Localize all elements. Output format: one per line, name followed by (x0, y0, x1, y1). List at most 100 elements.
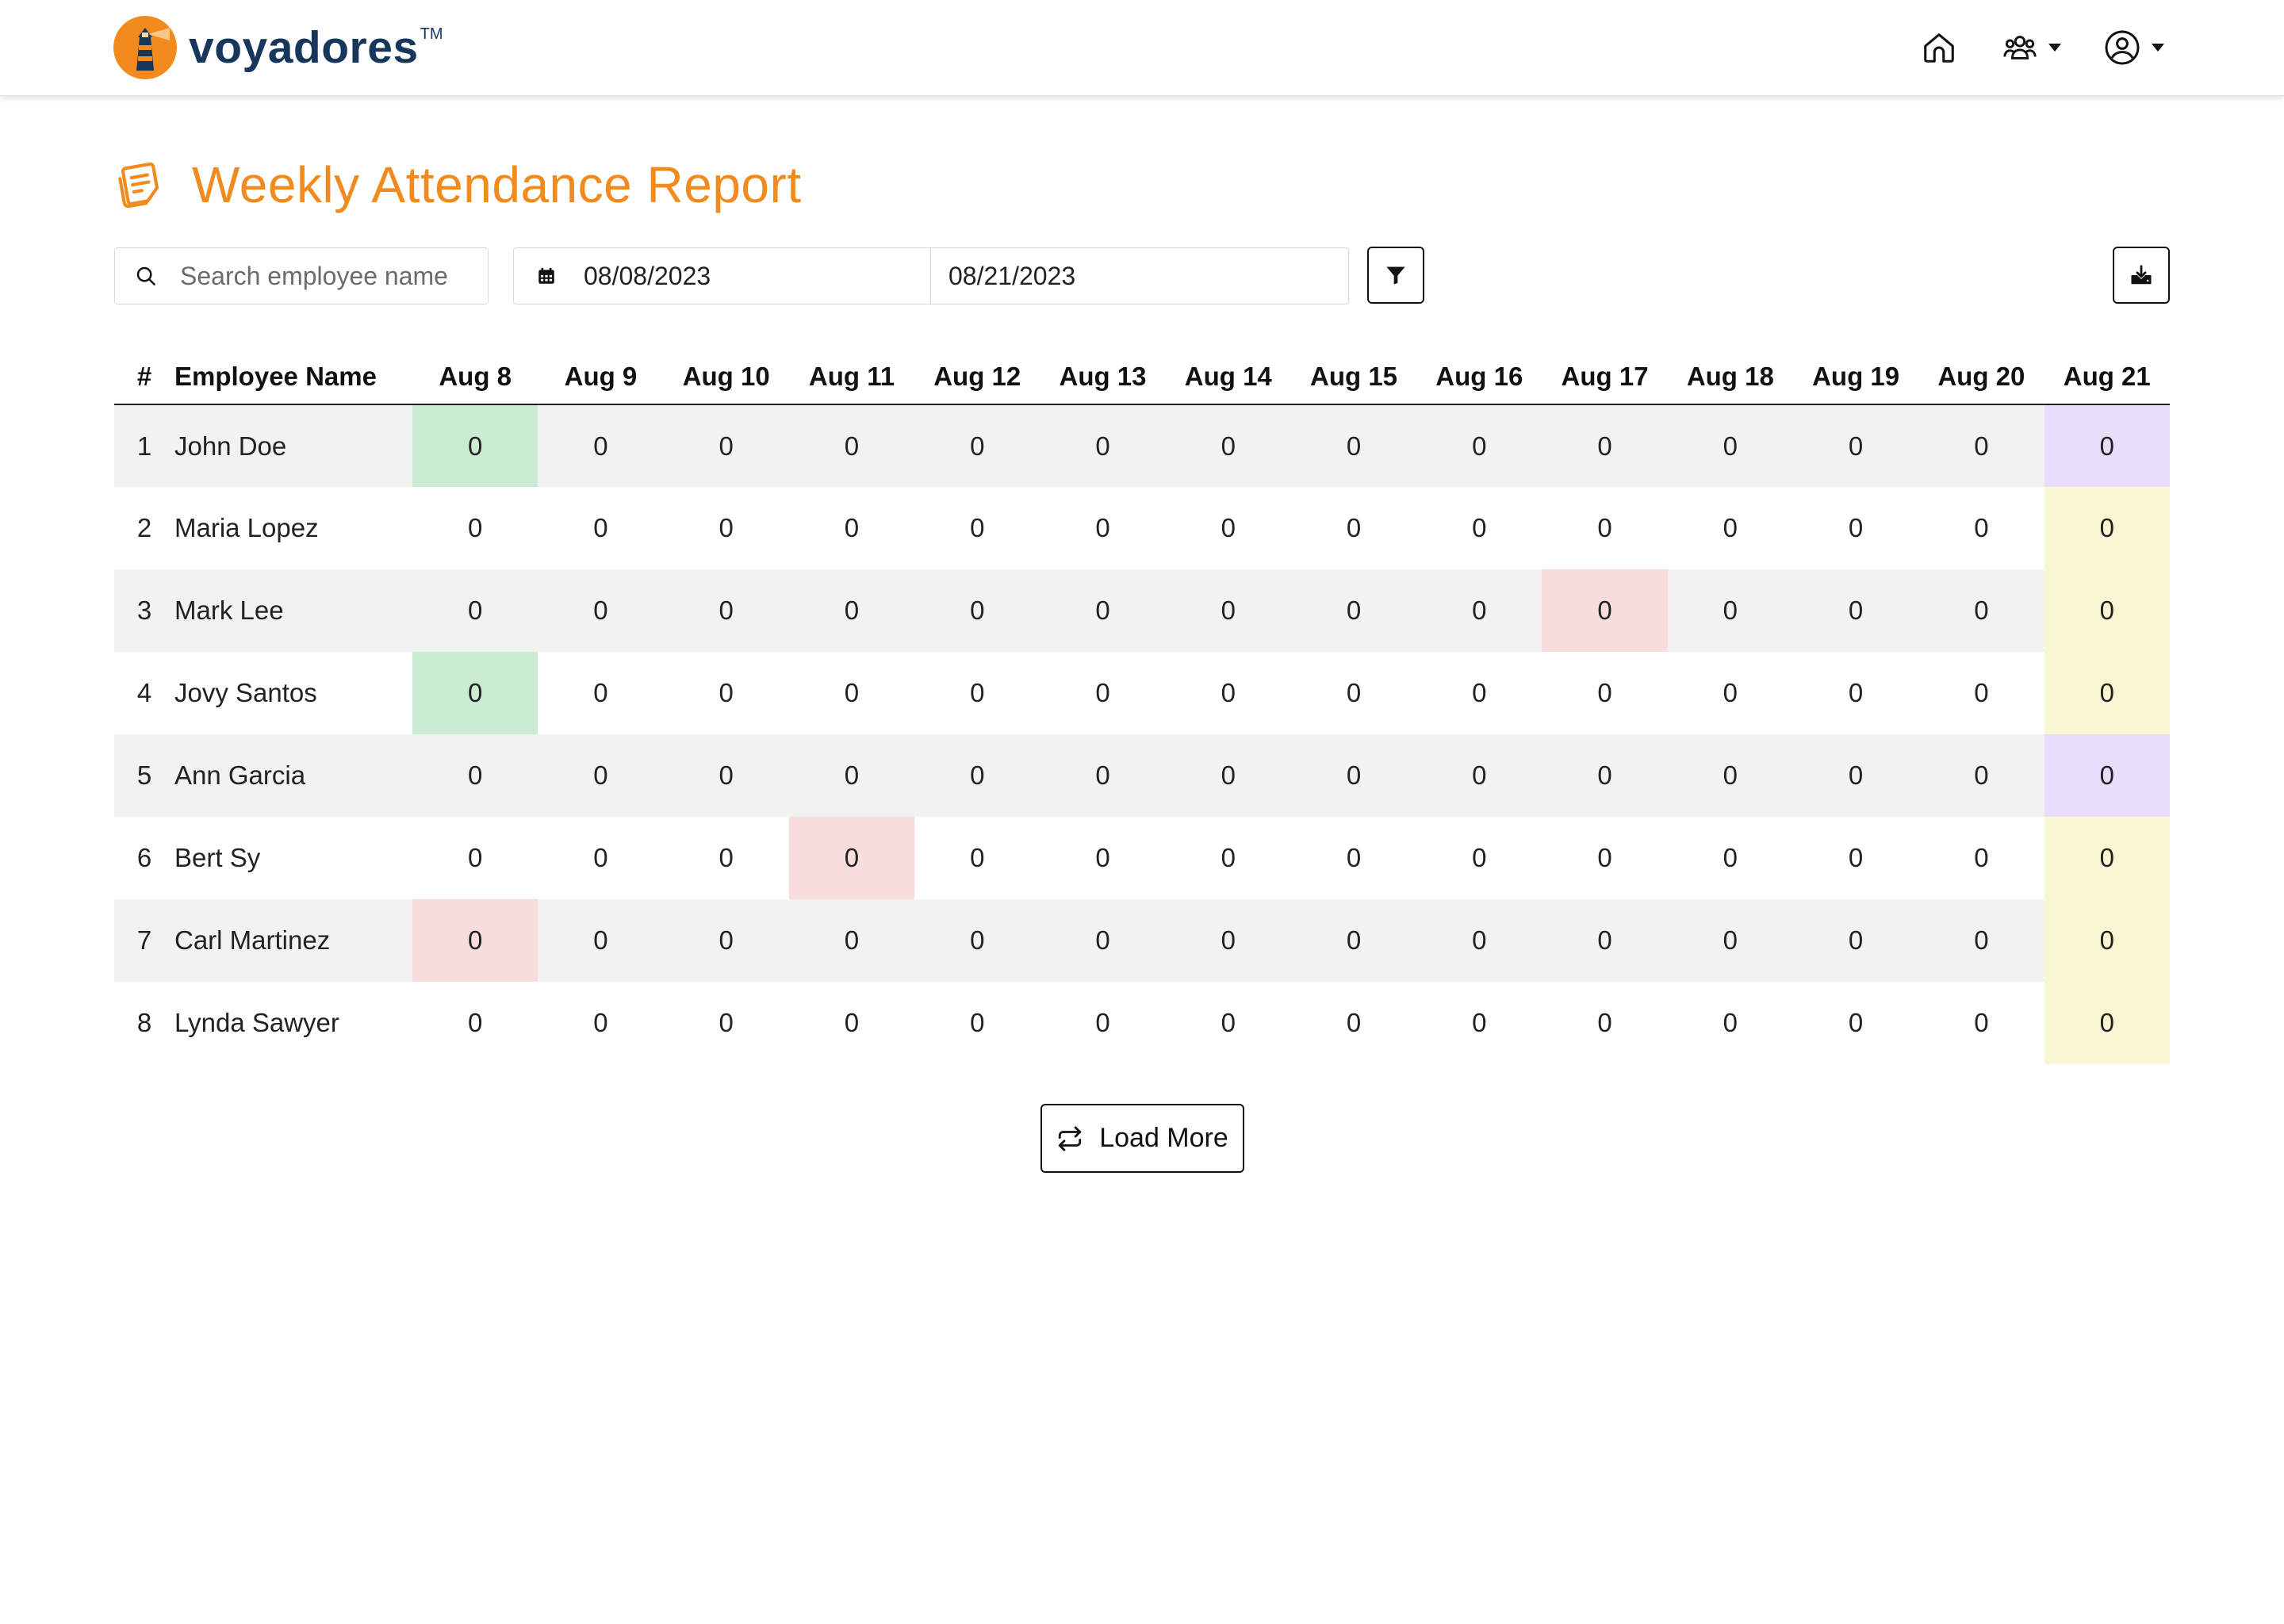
attendance-cell: 0 (1918, 899, 2044, 982)
date-start-value: 08/08/2023 (584, 261, 711, 290)
chevron-down-icon (2048, 44, 2061, 52)
column-header-day[interactable]: Aug 18 (1667, 349, 1793, 405)
attendance-cell: 0 (1290, 899, 1417, 982)
attendance-cell: 0 (1416, 734, 1542, 817)
column-header-day[interactable]: Aug 13 (1040, 349, 1166, 405)
attendance-cell: 0 (1597, 843, 1612, 872)
table-row[interactable]: 3 Mark Lee 0 0 0 0 0 0 0 0 0 0 0 0 0 0 (114, 569, 2170, 652)
attendance-cell: 0 (1290, 404, 1417, 487)
employee-name-cell: Maria Lopez (174, 513, 319, 542)
attendance-cell: 0 (788, 817, 915, 899)
attendance-cell: 0 (1346, 843, 1362, 872)
attendance-cell: 0 (914, 404, 1040, 487)
attendance-cell: 0 (788, 569, 915, 652)
user-circle-icon (2105, 30, 2140, 65)
attendance-cell: 0 (1416, 569, 1542, 652)
top-navbar: voyadores TM (0, 0, 2284, 96)
column-header-day[interactable]: Aug 15 (1290, 349, 1417, 405)
attendance-cell: 0 (538, 899, 664, 982)
attendance-cell: 0 (719, 843, 734, 872)
account-menu-button[interactable] (2103, 29, 2165, 67)
attendance-cell: 0 (1974, 1008, 1989, 1037)
attendance-cell: 0 (788, 899, 915, 982)
column-header-day[interactable]: Aug 8 (412, 349, 538, 405)
column-header-employee-name[interactable]: Employee Name (174, 349, 413, 405)
column-header-day[interactable]: Aug 21 (2044, 349, 2170, 405)
attendance-table: # Employee Name Aug 8 Aug 9 Aug 10 Aug 11 Au… (114, 349, 2170, 1064)
attendance-cell: 0 (663, 734, 789, 817)
filter-icon (1386, 266, 1405, 285)
date-range-picker[interactable]: 08/08/2023 08/21/2023 (513, 247, 1349, 304)
attendance-cell: 0 (1472, 678, 1487, 707)
attendance-cell: 0 (1848, 1008, 1864, 1037)
team-menu-button[interactable] (2002, 29, 2062, 66)
attendance-cell: 0 (2044, 899, 2170, 982)
attendance-cell: 0 (593, 1008, 608, 1037)
row-number: 2 (136, 513, 152, 542)
search-field[interactable] (114, 247, 489, 304)
attendance-cell: 0 (2044, 652, 2170, 734)
load-more-button[interactable]: Load More (1040, 1104, 1244, 1173)
attendance-cell: 0 (1221, 843, 1236, 872)
attendance-cell: 0 (1221, 678, 1236, 707)
attendance-cell: 0 (1848, 843, 1864, 872)
row-number: 3 (114, 569, 174, 652)
table-header-row: # Employee Name Aug 8 Aug 9 Aug 10 Aug 11 Au… (114, 349, 2170, 405)
column-header-day[interactable]: Aug 9 (538, 349, 664, 405)
attendance-cell: 0 (1974, 843, 1989, 872)
attendance-cell: 0 (844, 678, 860, 707)
column-header-day[interactable]: Aug 12 (914, 349, 1040, 405)
table-row[interactable]: 2 Maria Lopez 0 0 0 0 0 0 0 0 0 0 0 0 0 0 (114, 487, 2170, 569)
column-header-day[interactable]: Aug 19 (1792, 349, 1919, 405)
column-header-number[interactable]: # (114, 349, 174, 405)
row-number: 1 (114, 404, 174, 487)
column-header-day[interactable]: Aug 14 (1165, 349, 1291, 405)
attendance-cell: 0 (412, 569, 538, 652)
attendance-cell: 0 (2044, 487, 2170, 569)
home-button[interactable] (1921, 29, 1957, 66)
attendance-cell: 0 (1040, 404, 1166, 487)
download-button[interactable] (2113, 247, 2170, 304)
brand[interactable]: voyadores TM (113, 14, 443, 81)
attendance-cell: 0 (663, 569, 789, 652)
attendance-cell: 0 (1792, 404, 1919, 487)
attendance-cell: 0 (538, 404, 664, 487)
row-number: 6 (136, 843, 152, 872)
page-header: Weekly Attendance Report (114, 155, 802, 214)
attendance-cell: 0 (719, 678, 734, 707)
date-end-field[interactable]: 08/21/2023 (931, 248, 1075, 304)
trademark-mark: TM (420, 25, 443, 43)
column-header-day[interactable]: Aug 20 (1918, 349, 2044, 405)
attendance-cell: 0 (1346, 678, 1362, 707)
table-row[interactable]: 1 John Doe 0 0 0 0 0 0 0 0 0 0 0 0 0 0 (114, 404, 2170, 487)
table-row[interactable]: 8 Lynda Sawyer 0 0 0 0 0 0 0 0 0 0 0 0 0 0 (114, 982, 2170, 1064)
attendance-cell: 0 (1165, 569, 1291, 652)
header-nav (1921, 24, 2165, 71)
column-header-day[interactable]: Aug 16 (1416, 349, 1542, 405)
column-header-day[interactable]: Aug 10 (663, 349, 789, 405)
attendance-cell: 0 (1848, 678, 1864, 707)
attendance-cell: 0 (1597, 513, 1612, 542)
table-row[interactable]: 4 Jovy Santos 0 0 0 0 0 0 0 0 0 0 0 0 0 0 (114, 652, 2170, 734)
table-body: 1 John Doe 0 0 0 0 0 0 0 0 0 0 0 0 0 0 2 Maria Lopez 0 0 0 0 0… (114, 404, 2170, 1064)
attendance-cell: 0 (1416, 404, 1542, 487)
attendance-cell: 0 (844, 513, 860, 542)
employee-name-cell: John Doe (174, 404, 413, 487)
column-header-day[interactable]: Aug 11 (788, 349, 915, 405)
attendance-cell: 0 (1667, 569, 1793, 652)
table-row[interactable]: 7 Carl Martinez 0 0 0 0 0 0 0 0 0 0 0 0 0 0 (114, 899, 2170, 982)
attendance-cell: 0 (1667, 899, 1793, 982)
search-input[interactable] (180, 261, 481, 291)
table-row[interactable]: 6 Bert Sy 0 0 0 0 0 0 0 0 0 0 0 0 0 0 (114, 817, 2170, 899)
attendance-cell: 0 (468, 1008, 483, 1037)
attendance-cell: 0 (970, 513, 985, 542)
employee-name-cell: Jovy Santos (174, 678, 317, 707)
column-header-day[interactable]: Aug 17 (1542, 349, 1668, 405)
attendance-cell: 0 (412, 652, 538, 734)
table-row[interactable]: 5 Ann Garcia 0 0 0 0 0 0 0 0 0 0 0 0 0 0 (114, 734, 2170, 817)
attendance-cell: 0 (1095, 678, 1110, 707)
date-start-field[interactable]: 08/08/2023 (514, 248, 931, 304)
attendance-cell: 0 (1542, 569, 1668, 652)
attendance-cell: 0 (593, 678, 608, 707)
filter-button[interactable] (1367, 247, 1424, 304)
